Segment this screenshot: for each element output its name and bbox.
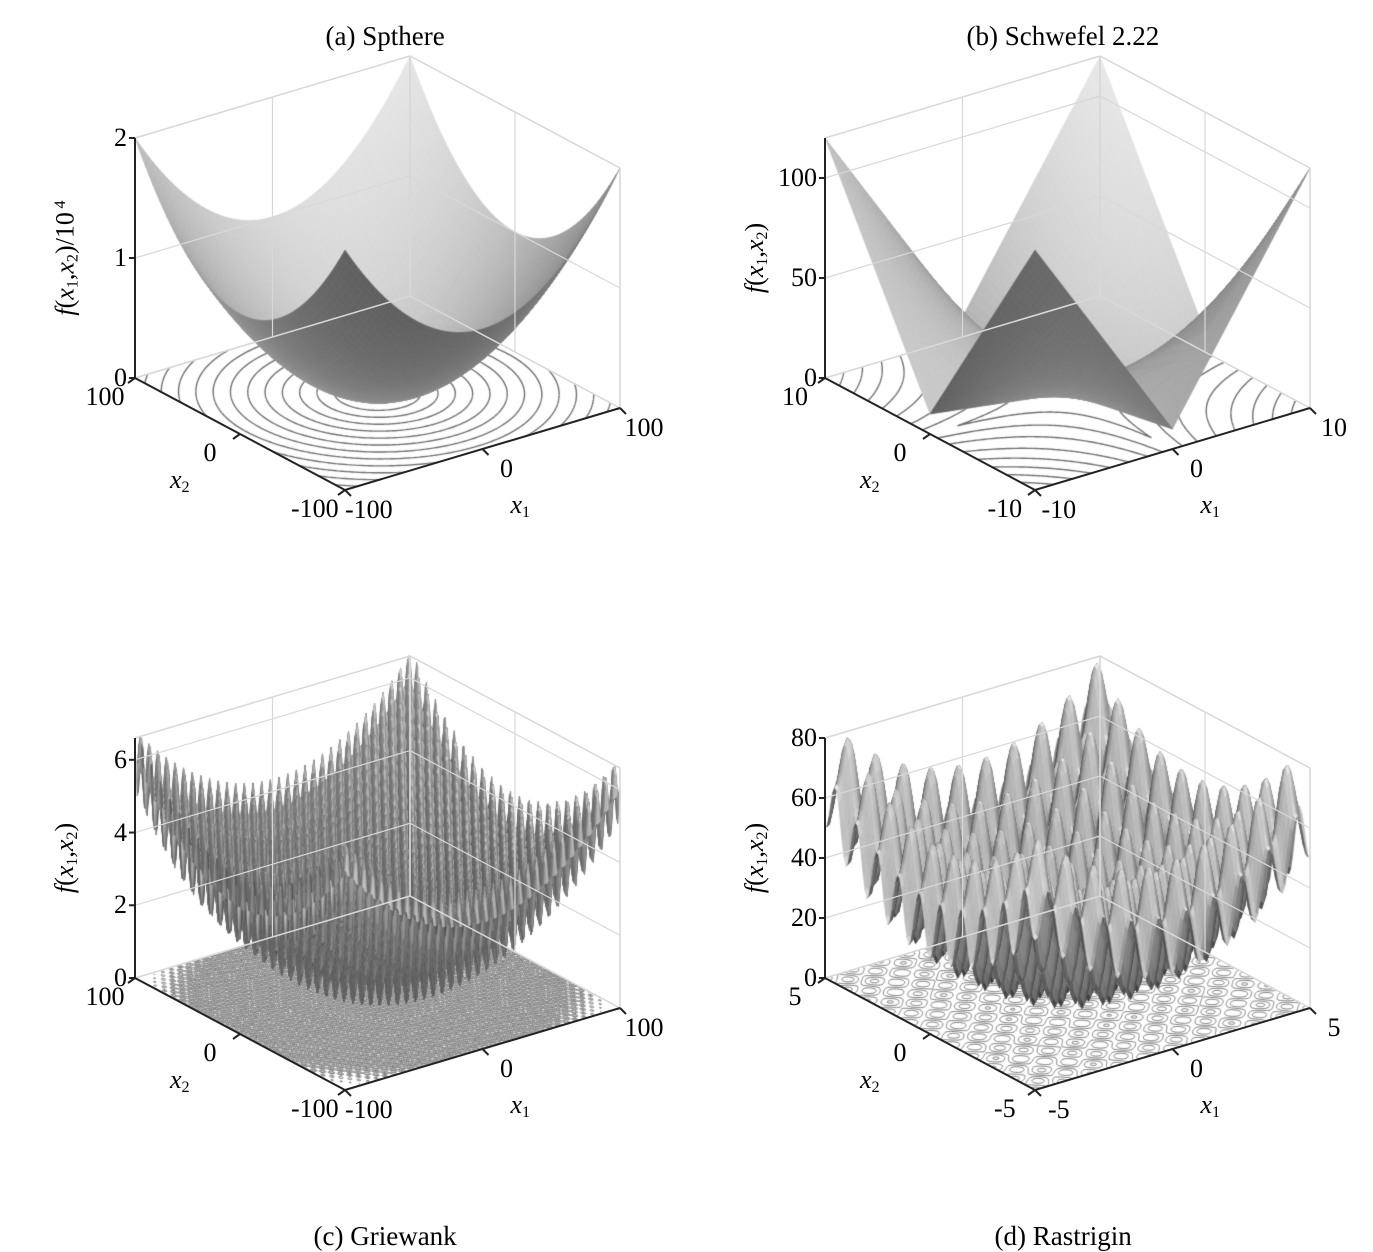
x2-tick (232, 1033, 241, 1040)
x1-tick-label: -10 (1041, 495, 1077, 524)
x2-tick (337, 489, 346, 496)
z-tick-label: 4 (114, 817, 127, 847)
z-axis-label: f(x1,x2)/10^4 (50, 200, 82, 316)
z-tick-label: 60 (791, 783, 817, 812)
chart-title: (d) Rastrigin (994, 1221, 1132, 1251)
x2-tick-label: 0 (203, 1038, 217, 1067)
x1-tick-label: -5 (1048, 1095, 1070, 1124)
x1-tick-label: -100 (345, 1095, 393, 1124)
surface-canvas (0, 0, 1373, 1181)
z-axis-label: f(x1,x2) (740, 222, 772, 294)
x1-tick (481, 1048, 490, 1056)
x1-tick-label: 0 (1190, 454, 1203, 483)
x1-tick (1171, 448, 1180, 456)
axes-overlay (127, 55, 1317, 1097)
x1-tick-label: 100 (624, 1013, 664, 1042)
x1-tick-label: 10 (1321, 413, 1347, 442)
z-tick-label: 0 (804, 363, 817, 392)
x1-axis-label: x1 (1200, 490, 1221, 522)
x2-tick-label: 100 (85, 982, 125, 1011)
x2-tick-label: 0 (893, 1038, 907, 1067)
x2-tick-label: -100 (291, 494, 339, 523)
x1-tick (1034, 489, 1042, 497)
x1-tick-label: 0 (500, 1054, 513, 1083)
z-tick-label: 0 (804, 963, 817, 992)
z-axis-label: f(x1,x2) (50, 822, 82, 894)
label-layer: 012-1000100-1000100x2x1f(x1,x2)/10^4(a) … (50, 21, 1347, 1250)
x2-tick-label: -10 (987, 494, 1023, 523)
x2-tick-label: 0 (203, 438, 217, 467)
z-tick-label: 20 (791, 903, 817, 932)
x1-tick (1309, 407, 1317, 415)
x2-axis-label: x2 (170, 1065, 190, 1097)
x2-tick (127, 977, 136, 984)
x1-tick (1309, 1007, 1317, 1015)
x1-tick-label: 5 (1327, 1013, 1341, 1042)
chart-title: (b) Schwefel 2.22 (966, 21, 1160, 51)
x1-axis-label: x1 (510, 1090, 531, 1122)
x2-axis-label: x2 (170, 465, 190, 497)
x1-tick (481, 448, 490, 456)
chart-title: (c) Griewank (313, 1221, 457, 1251)
x2-tick (922, 433, 931, 440)
z-tick-label: 1 (114, 243, 127, 272)
x2-axis-label: x2 (860, 465, 880, 497)
x2-tick-label: -100 (291, 1094, 339, 1123)
x1-tick (344, 1089, 352, 1097)
x1-tick-label: -100 (345, 495, 393, 524)
x1-tick (619, 1007, 627, 1015)
x1-tick (1171, 1048, 1180, 1056)
z-tick-label: 0 (114, 963, 127, 992)
z-tick-label: 100 (778, 163, 817, 192)
x2-tick-label: 100 (85, 382, 125, 411)
x1-tick (1034, 1089, 1042, 1097)
x2-tick (232, 433, 241, 440)
x2-tick (1027, 1089, 1036, 1096)
x1-tick (344, 489, 352, 497)
x1-axis-label: x1 (510, 490, 531, 522)
x1-tick-label: 0 (500, 454, 513, 483)
x2-tick-label: 10 (782, 382, 808, 411)
z-tick-label: 2 (114, 123, 127, 152)
z-tick-label: 40 (791, 843, 817, 872)
x1-tick-label: 100 (624, 413, 664, 442)
x1-tick (619, 407, 627, 415)
z-tick-label: 0 (114, 363, 127, 392)
z-axis-label: f(x1,x2) (740, 822, 772, 894)
z-tick-label: 6 (114, 744, 127, 774)
x2-tick (922, 1033, 931, 1040)
x2-tick (337, 1089, 346, 1096)
x1-axis-label: x1 (1200, 1090, 1221, 1122)
x2-tick-label: 5 (788, 982, 802, 1011)
chart-title: (a) Spthere (325, 21, 445, 51)
x2-tick (127, 377, 136, 384)
x2-tick (817, 977, 826, 984)
x2-tick-label: 0 (893, 438, 907, 467)
z-tick-label: 2 (114, 890, 127, 920)
x2-tick (817, 377, 826, 384)
x2-tick-label: -5 (994, 1094, 1016, 1123)
x2-tick (1027, 489, 1036, 496)
z-tick-label: 50 (791, 263, 817, 292)
x2-axis-label: x2 (860, 1065, 880, 1097)
z-tick-label: 80 (791, 723, 817, 752)
x1-tick-label: 0 (1190, 1054, 1203, 1083)
